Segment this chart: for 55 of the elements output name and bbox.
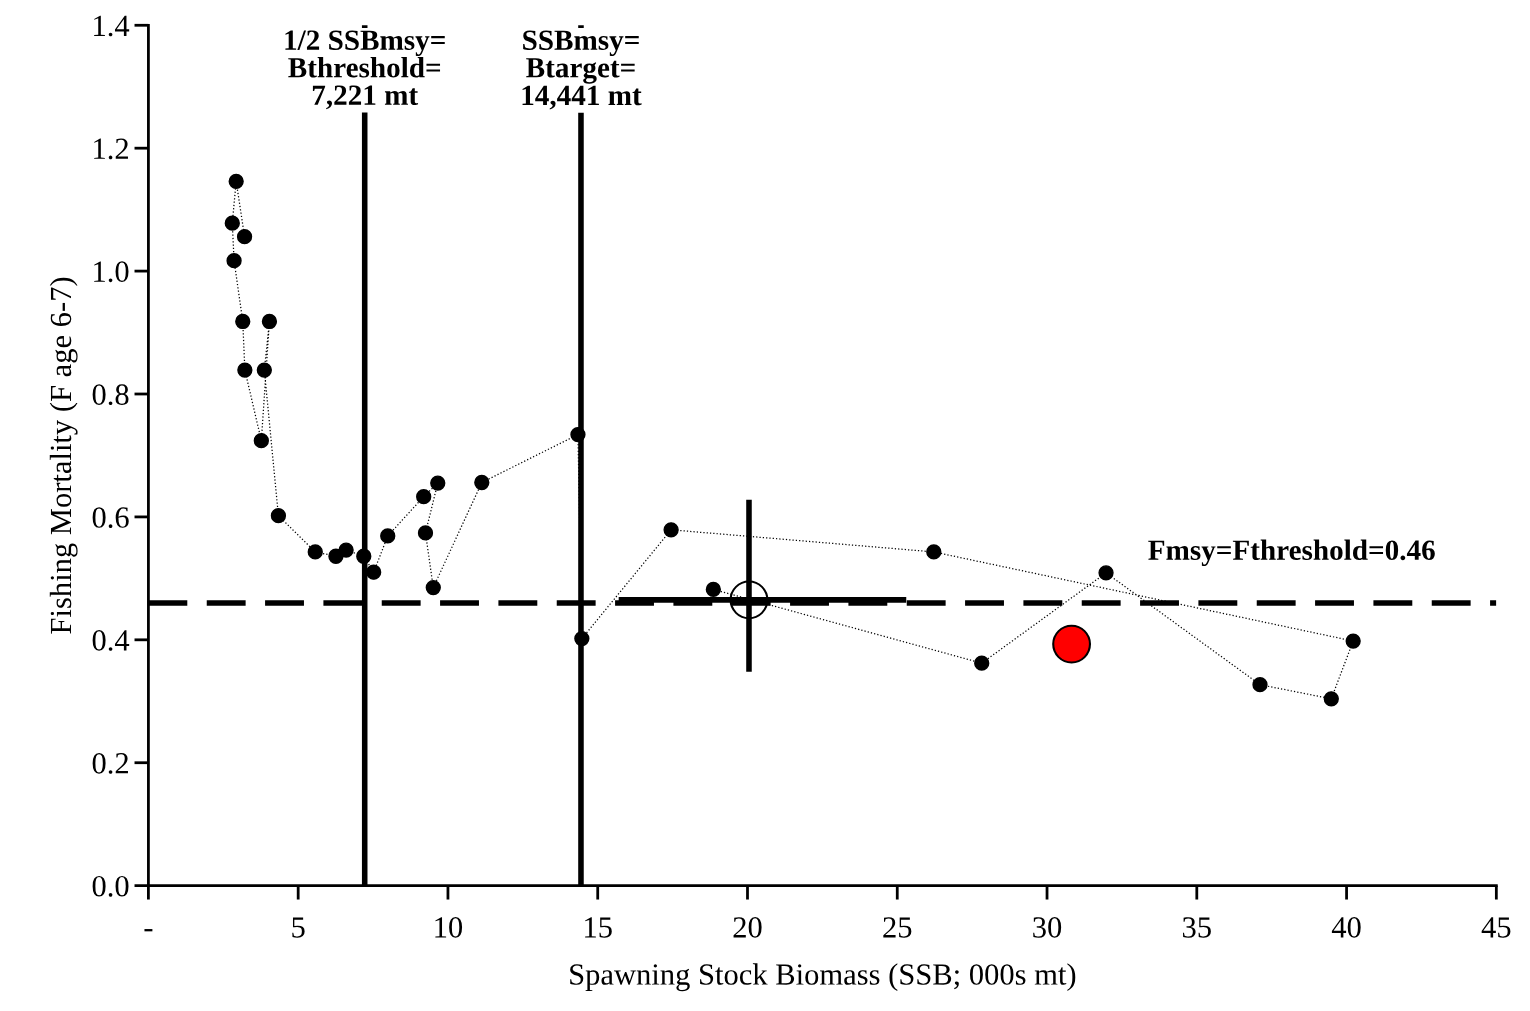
- y-tick-label: 0.8: [92, 384, 129, 406]
- point: [425, 579, 441, 596]
- point: [356, 548, 372, 564]
- point: [224, 215, 240, 231]
- y-axis-title: Fishing Mortality (F age 6-7): [49, 277, 78, 634]
- point: [1345, 633, 1361, 649]
- y-tick-label: 1.4: [94, 15, 130, 37]
- point: [261, 313, 278, 330]
- point: [417, 525, 434, 541]
- ref-line-label: SSBmsy= Btarget= 14,441 mt: [522, 30, 642, 110]
- x-tick-label: 10: [435, 917, 463, 938]
- point: [366, 564, 382, 580]
- y-tick-label: 0.0: [92, 875, 129, 897]
- x-tick-label: 25: [883, 917, 912, 938]
- x-tick-label: 30: [1033, 917, 1062, 938]
- point: [663, 522, 679, 538]
- x-tick-label: 15: [585, 917, 612, 938]
- point: [236, 229, 253, 245]
- point: [416, 488, 432, 505]
- point: [1098, 565, 1114, 581]
- x-tick-label: 45: [1481, 917, 1511, 938]
- point: [256, 362, 272, 378]
- point: [1252, 677, 1268, 693]
- point: [338, 542, 354, 558]
- point: [926, 544, 942, 560]
- point: [307, 544, 323, 560]
- point: [1323, 691, 1339, 707]
- x-axis-title: Spawning Stock Biomass (SSB; 000s mt): [570, 963, 1076, 992]
- y-tick-label: 1.0: [94, 261, 129, 283]
- y-tick-label: 0.2: [92, 753, 128, 774]
- x-tick-label: 20: [733, 917, 762, 938]
- point: [574, 630, 590, 647]
- point: [237, 362, 253, 378]
- x-tick-label: -: [144, 929, 153, 932]
- y-tick-label: 1.2: [94, 138, 128, 160]
- x-tick-label: 40: [1331, 917, 1361, 938]
- point: [705, 581, 721, 598]
- point: [570, 426, 586, 443]
- y-tick-label: 0.6: [92, 507, 129, 528]
- ref-line-label: 1/2 SSBmsy= Bthreshold= 7,221 mt: [285, 30, 445, 110]
- point: [1052, 624, 1091, 664]
- point: [430, 475, 446, 491]
- point: [474, 474, 490, 491]
- point: [380, 528, 396, 544]
- ref-line-label: Fmsy=Fthreshold=0.46: [1148, 539, 1435, 567]
- point: [729, 580, 769, 620]
- x-tick-label: 35: [1182, 917, 1211, 938]
- point: [226, 253, 242, 269]
- point: [228, 173, 244, 190]
- y-tick-label: 0.4: [92, 630, 130, 651]
- point: [270, 508, 287, 524]
- x-tick-label: 5: [292, 917, 305, 938]
- point: [974, 655, 990, 671]
- point: [235, 313, 251, 330]
- point: [253, 433, 269, 449]
